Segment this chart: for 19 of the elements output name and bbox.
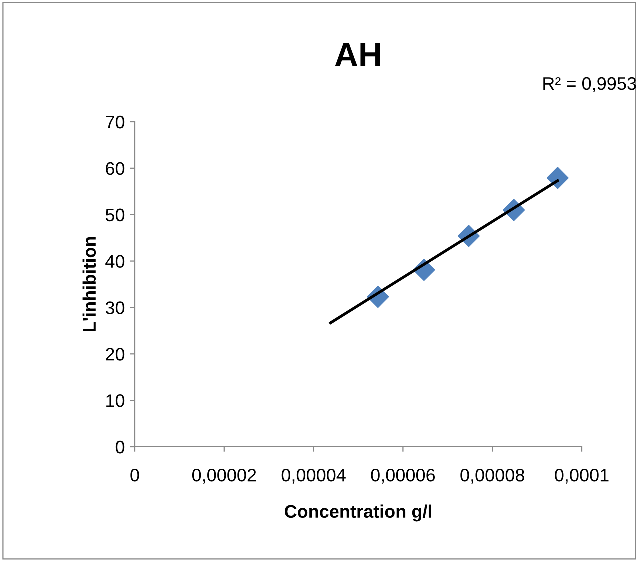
point — [546, 167, 569, 190]
x-tick-label: 0,00002 — [192, 469, 256, 484]
x-tick-label: 0 — [130, 469, 140, 482]
y-tick-label: 40 — [106, 255, 125, 268]
x-tick-label: 0,00004 — [282, 469, 346, 484]
x-tick-label: 0,00006 — [371, 469, 436, 484]
x-tick-label: 0,00008 — [460, 469, 524, 484]
y-tick-label: 30 — [106, 302, 125, 314]
y-tick-label: 0 — [116, 440, 125, 454]
y-tick-label: 10 — [106, 394, 125, 408]
y-tick-label: 50 — [106, 208, 125, 222]
x-tick-label: 0,0001 — [555, 469, 609, 484]
y-axis-title: L'inhibition — [82, 237, 96, 332]
y-tick-label: 70 — [106, 116, 125, 129]
y-tick-label: 60 — [106, 162, 125, 176]
y-tick-label: 20 — [106, 348, 125, 361]
x-axis-title: Concentration g/l — [285, 504, 432, 522]
text: R² = 0,9953 — [544, 77, 636, 92]
chart-title: AH — [335, 44, 380, 66]
